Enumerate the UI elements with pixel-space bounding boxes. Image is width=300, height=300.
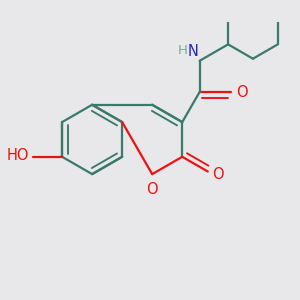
Text: N: N	[187, 44, 198, 59]
Text: H: H	[178, 44, 188, 57]
Text: O: O	[236, 85, 248, 100]
Text: O: O	[146, 182, 158, 197]
Text: O: O	[212, 167, 224, 182]
Text: HO: HO	[7, 148, 30, 163]
